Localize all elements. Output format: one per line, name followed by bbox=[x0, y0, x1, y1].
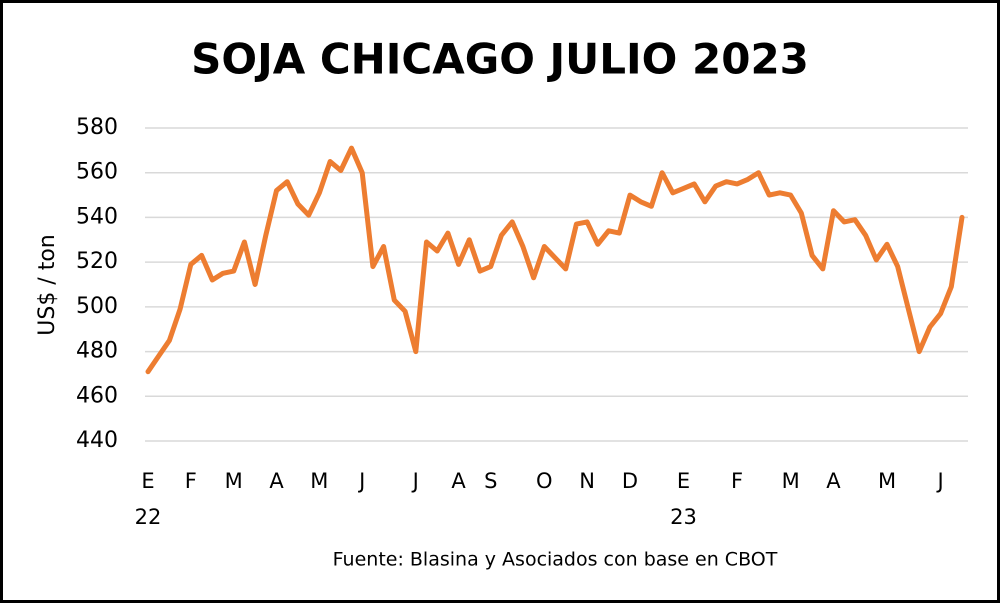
source-note: Fuente: Blasina y Asociados con base en … bbox=[333, 549, 778, 571]
x-year-label: 23 bbox=[670, 505, 697, 529]
chart-title: SOJA CHICAGO JULIO 2023 bbox=[191, 35, 809, 84]
x-tick-label: E bbox=[141, 469, 154, 493]
y-tick-label: 480 bbox=[76, 339, 118, 364]
y-tick-label: 440 bbox=[76, 428, 118, 453]
x-tick-label: M bbox=[310, 469, 328, 493]
x-year-label: 22 bbox=[135, 505, 162, 529]
x-tick-label: M bbox=[225, 469, 243, 493]
x-tick-label: S bbox=[484, 469, 497, 493]
y-tick-label: 520 bbox=[76, 249, 118, 274]
x-tick-label: A bbox=[826, 469, 841, 493]
x-tick-label: E bbox=[677, 469, 690, 493]
x-tick-label: F bbox=[185, 469, 197, 493]
x-tick-label: M bbox=[878, 469, 896, 493]
x-tick-label: A bbox=[269, 469, 284, 493]
x-tick-label: O bbox=[536, 469, 553, 493]
x-tick-label: J bbox=[357, 469, 365, 493]
y-tick-label: 560 bbox=[76, 160, 118, 185]
y-tick-label: 460 bbox=[76, 383, 118, 408]
x-tick-label: M bbox=[782, 469, 800, 493]
y-tick-label: 580 bbox=[76, 115, 118, 140]
y-axis-label: US$ / ton bbox=[35, 234, 60, 336]
data-line bbox=[145, 145, 965, 375]
y-tick-label: 500 bbox=[76, 294, 118, 319]
x-tick-label: J bbox=[935, 469, 943, 493]
x-tick-label: F bbox=[731, 469, 743, 493]
x-tick-label: D bbox=[622, 469, 638, 493]
x-tick-label: A bbox=[451, 469, 466, 493]
y-tick-label: 540 bbox=[76, 204, 118, 229]
x-tick-label: J bbox=[411, 469, 419, 493]
x-tick-label: N bbox=[579, 469, 595, 493]
